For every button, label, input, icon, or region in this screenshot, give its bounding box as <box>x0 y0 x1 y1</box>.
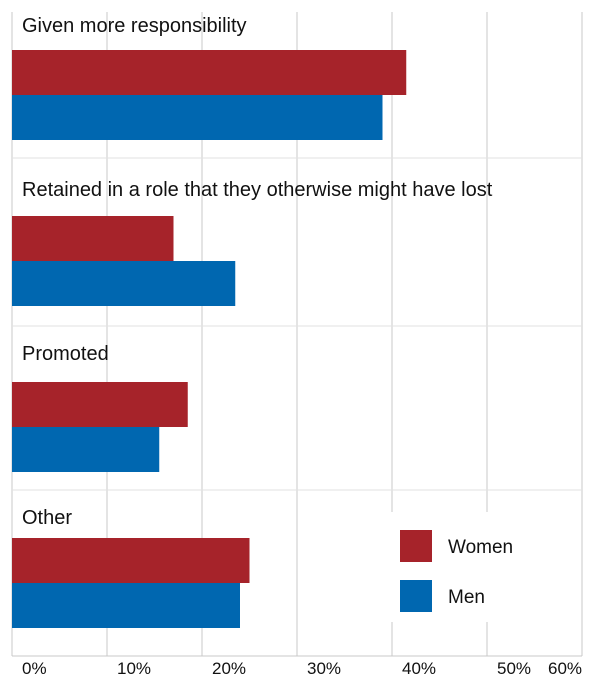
tick-label: 60% <box>548 659 582 677</box>
category-label: Other <box>22 507 72 529</box>
category-labels: Given more responsibility Retained in a r… <box>22 15 493 529</box>
legend-label-men: Men <box>448 587 485 608</box>
tick-label: 20% <box>212 659 246 677</box>
tick-label: 30% <box>307 659 341 677</box>
tick-label: 0% <box>22 659 47 677</box>
bar-men-2 <box>12 427 160 472</box>
legend: Women Men <box>384 512 544 622</box>
bar-men-3 <box>12 583 240 628</box>
legend-swatch-women <box>400 530 432 562</box>
x-axis-ticks: 0% 10% 20% 30% 40% 50% 60% <box>22 659 582 677</box>
category-label: Given more responsibility <box>22 15 247 37</box>
tick-label: 40% <box>402 659 436 677</box>
bar-women-0 <box>12 50 407 95</box>
bar-women-3 <box>12 538 250 583</box>
bars <box>12 50 407 628</box>
bar-women-2 <box>12 382 188 427</box>
category-label: Retained in a role that they otherwise m… <box>22 179 493 201</box>
bar-women-1 <box>12 216 174 261</box>
legend-swatch-men <box>400 580 432 612</box>
bar-men-0 <box>12 95 383 140</box>
tick-label: 50% <box>497 659 531 677</box>
legend-label-women: Women <box>448 537 513 558</box>
category-label: Promoted <box>22 343 109 365</box>
bar-men-1 <box>12 261 236 306</box>
tick-label: 10% <box>117 659 151 677</box>
